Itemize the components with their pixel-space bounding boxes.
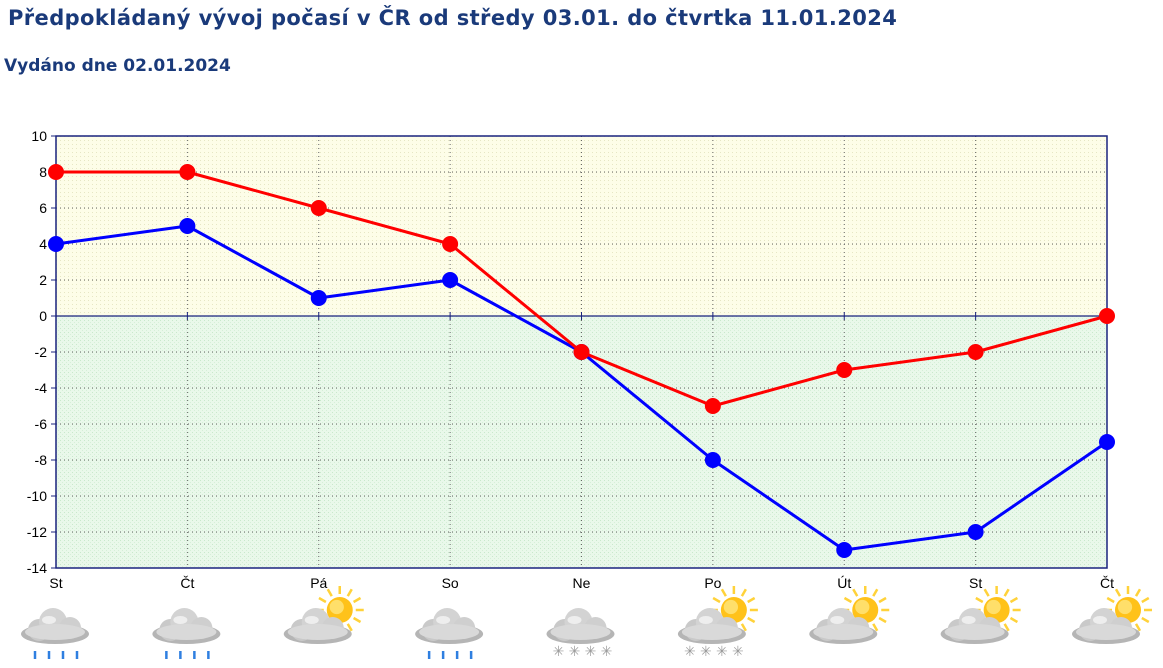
x-tick-label: Čt [1100,575,1114,591]
sun-shape [709,586,758,634]
cloud-shape [415,608,484,644]
snowflake: ✳ [684,644,696,660]
plot-frame [55,135,1108,569]
y-tick-label: -12 [27,524,47,540]
issued-date: Vydáno dne 02.01.2024 [4,56,231,76]
sun-cloud-icon [809,586,890,644]
x-tick-label: St [969,575,982,591]
cloud-shape [546,608,615,644]
sun-shape [1104,586,1152,634]
sun-cloud-icon [283,586,364,644]
snow-cloud-icon: ✳ ✳ ✳ ✳ [546,608,615,660]
data-point [573,344,590,360]
positive-band [56,136,1107,316]
cloud-shape [283,608,352,644]
data-point [179,164,196,180]
data-point [48,236,64,252]
y-tick-label: -6 [35,416,48,432]
x-tick-label: Pá [310,575,327,591]
data-point [967,524,984,540]
cloud-shape [1072,608,1140,644]
x-tick-label: Ne [573,575,591,591]
rain-cloud-icon [152,608,221,659]
data-point [48,164,64,180]
data-point [1099,308,1115,324]
x-tick-label: St [49,575,62,591]
y-tick-label: 4 [39,236,47,252]
y-tick-label: -2 [35,344,48,360]
snowflake: ✳ [732,644,744,660]
data-point [442,272,459,288]
data-point [1099,434,1115,450]
data-point [836,362,853,378]
cloud-shape [152,608,221,644]
y-tick-label: 10 [31,128,47,144]
sun-shape [972,586,1021,634]
page-title: Předpokládaný vývoj počasí v ČR od střed… [8,6,898,30]
data-point [967,344,984,360]
x-tick-label: Po [704,575,721,591]
snow-sun-cloud-icon: ✳ ✳ ✳ ✳ [677,586,758,660]
cloud-shape [809,608,878,644]
x-tick-label: Út [837,575,851,591]
y-tick-label: -4 [35,380,48,396]
data-point [310,290,327,306]
y-tick-label: -10 [27,488,47,504]
data-point [704,398,721,414]
rain-cloud-icon [415,608,484,659]
y-tick-label: -14 [27,560,47,576]
x-tick-label: So [442,575,459,591]
y-tick-label: 0 [39,308,47,324]
snowflake: ✳ [585,644,597,660]
snowflake: ✳ [716,644,728,660]
data-point [836,542,853,558]
cloud-shape [940,608,1009,644]
data-point [704,452,721,468]
snowflake: ✳ [700,644,712,660]
snowflake: ✳ [553,644,565,660]
data-point [442,236,459,252]
data-point [310,200,327,216]
y-tick-label: 6 [39,200,47,216]
sun-cloud-icon [1072,586,1152,644]
cloud-shape [21,608,89,644]
y-tick-label: 2 [39,272,47,288]
snowflake: ✳ [601,644,613,660]
data-point [179,218,196,234]
snowflake: ✳ [569,644,581,660]
y-tick-label: 8 [39,164,47,180]
cloud-shape [677,608,746,644]
rain-cloud-icon [21,608,89,659]
sun-cloud-icon [940,586,1021,644]
x-tick-label: Čt [180,575,194,591]
y-tick-label: -8 [35,452,48,468]
